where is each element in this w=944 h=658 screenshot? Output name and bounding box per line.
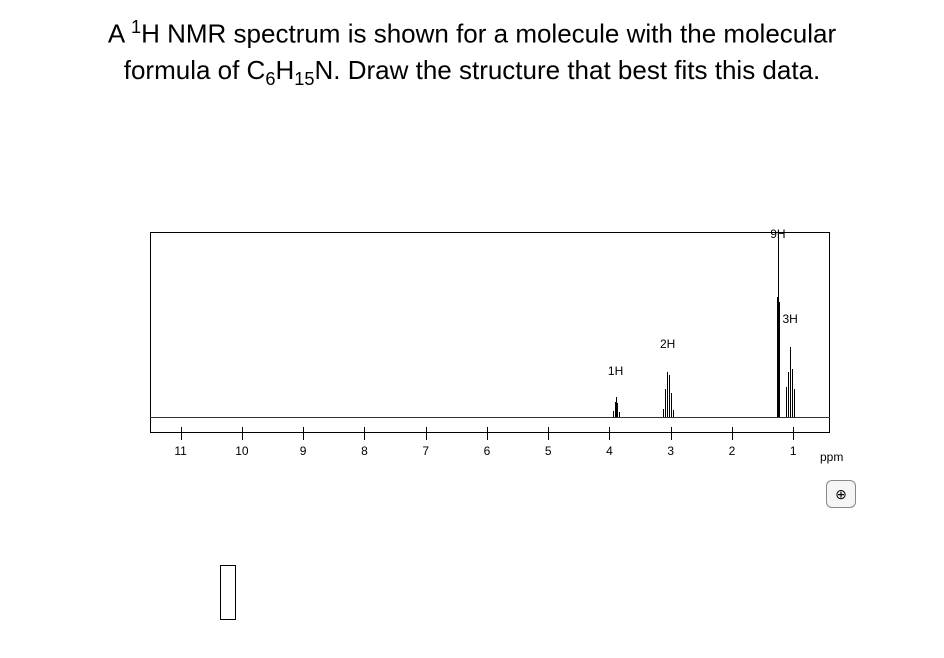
- spectrum-peak: [786, 387, 787, 417]
- axis-tick-label: 6: [484, 444, 491, 458]
- axis-unit-label: ppm: [820, 450, 843, 464]
- axis-tick: [671, 427, 672, 432]
- axis-tick: [364, 432, 365, 440]
- spectrum-peak: [613, 411, 614, 417]
- axis-tick-label: 8: [361, 444, 368, 458]
- axis-tick: [548, 427, 549, 432]
- spectrum-peak: [673, 410, 674, 417]
- spectrum-peak: [790, 347, 791, 417]
- spectrum-baseline: [150, 417, 830, 418]
- axis-tick-label: 5: [545, 444, 552, 458]
- axis-tick-label: 10: [235, 444, 248, 458]
- spectrum-peak: [779, 302, 780, 417]
- axis-tick: [303, 432, 304, 440]
- axis-tick: [426, 432, 427, 440]
- axis-tick-label: 4: [606, 444, 613, 458]
- spectrum-peak: [671, 393, 672, 417]
- axis-tick: [487, 427, 488, 432]
- spectrum-peak: [667, 372, 668, 417]
- spectrum-peak: [792, 369, 793, 417]
- axis-tick: [609, 432, 610, 440]
- question-text: A 1H NMR spectrum is shown for a molecul…: [0, 0, 944, 93]
- spectrum-peak: [669, 375, 670, 417]
- axis-tick: [181, 432, 182, 440]
- spectrum-peak: [788, 372, 789, 417]
- x-axis: [150, 432, 830, 433]
- axis-tick: [548, 432, 549, 440]
- axis-tick: [793, 427, 794, 432]
- axis-tick: [181, 427, 182, 432]
- nmr-spectrum: 1110987654321 1H2H9H3H ppm: [150, 232, 850, 512]
- axis-tick-label: 11: [174, 444, 186, 458]
- axis-tick-label: 3: [667, 444, 674, 458]
- axis-tick: [793, 432, 794, 440]
- spectrum-peak: [794, 389, 795, 417]
- answer-input-box[interactable]: [220, 565, 236, 620]
- axis-tick-label: 1: [790, 444, 797, 458]
- axis-tick-label: 2: [729, 444, 736, 458]
- axis-tick: [303, 427, 304, 432]
- spectrum-peak: [617, 403, 618, 417]
- axis-tick: [671, 432, 672, 440]
- axis-tick: [426, 427, 427, 432]
- axis-tick: [242, 427, 243, 432]
- zoom-icon: ⊕: [835, 486, 847, 503]
- axis-tick: [609, 427, 610, 432]
- integration-label: 2H: [660, 337, 675, 351]
- axis-tick: [487, 432, 488, 440]
- zoom-button[interactable]: ⊕: [826, 480, 856, 508]
- spectrum-peak: [619, 412, 620, 417]
- spectrum-peak: [665, 389, 666, 417]
- integration-label: 9H: [770, 227, 785, 241]
- axis-tick: [242, 432, 243, 440]
- axis-tick: [732, 432, 733, 440]
- spectrum-frame: [150, 232, 830, 432]
- axis-tick: [364, 427, 365, 432]
- integration-label: 1H: [608, 364, 623, 378]
- axis-tick-label: 9: [300, 444, 307, 458]
- axis-tick-label: 7: [422, 444, 429, 458]
- spectrum-peak: [663, 409, 664, 417]
- axis-tick: [732, 427, 733, 432]
- integration-label: 3H: [783, 312, 798, 326]
